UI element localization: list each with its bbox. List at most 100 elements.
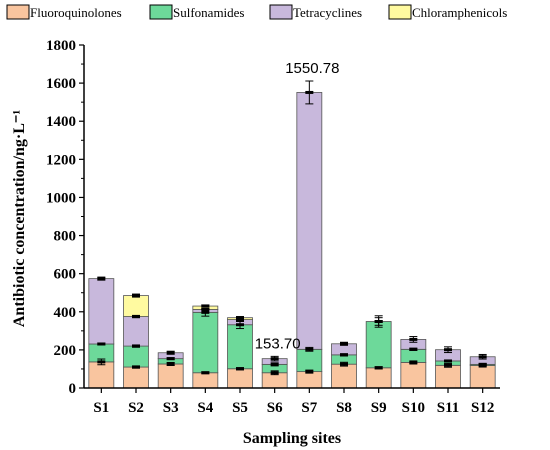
errbar-S2-2 — [132, 314, 140, 319]
bar-S7-0 — [296, 371, 323, 389]
errbar-mean — [340, 353, 348, 357]
errbar-mean — [201, 307, 210, 311]
bar-S5-1 — [227, 324, 253, 370]
x-tick-label: S1 — [93, 400, 109, 416]
errbar-S2-1 — [132, 344, 140, 348]
errbar-S4-0 — [201, 371, 210, 375]
bar-S12-0 — [469, 365, 496, 389]
errbar-S5-3 — [236, 316, 244, 320]
errbar-mean — [236, 323, 244, 327]
y-tick-label: 400 — [54, 305, 77, 321]
errbar-mean — [236, 367, 244, 371]
legend-swatch-1 — [149, 4, 173, 20]
legend-swatch-0 — [6, 4, 30, 20]
legend-swatch-2 — [269, 4, 293, 20]
errbar-S10-1 — [409, 347, 418, 351]
errbar-mean — [340, 362, 348, 366]
y-tick-label: 200 — [54, 343, 77, 359]
bar-S7-1 — [296, 348, 323, 373]
errbar-mean — [132, 294, 140, 298]
errbar-mean — [132, 315, 140, 319]
errbar-mean — [236, 318, 244, 322]
errbar-mean — [166, 362, 175, 366]
x-tick-label: S11 — [437, 400, 460, 416]
errbar-S3-1 — [166, 357, 175, 361]
errbar-S3-0 — [166, 361, 175, 367]
errbar-S6-0 — [270, 370, 279, 376]
errbar-S7-2 — [305, 80, 314, 105]
x-axis-title: Sampling sites — [243, 430, 341, 447]
errbar-S6-2 — [270, 355, 279, 362]
y-tick-label: 0 — [69, 381, 77, 397]
x-tick-label: S8 — [336, 400, 352, 416]
errbar-S11-2 — [444, 346, 452, 354]
bar-S9-1 — [365, 321, 392, 369]
errbar-mean — [97, 342, 106, 346]
errbar-mean — [201, 304, 210, 308]
errbar-mean — [132, 344, 140, 348]
y-tick-label: 600 — [54, 267, 77, 283]
errbar-mean — [444, 348, 452, 352]
errbar-S10-0 — [409, 360, 418, 365]
x-tick-label: S7 — [301, 400, 317, 416]
errbar-S11-0 — [444, 362, 452, 368]
errbar-S6-1 — [270, 362, 279, 367]
errbar-S4-2 — [201, 307, 210, 311]
errbar-mean — [340, 342, 348, 346]
y-tick-label: 800 — [54, 229, 77, 245]
errbar-S4-3 — [201, 304, 210, 308]
y-axis-title: Antibiotic concentration/ng·L⁻¹ — [11, 110, 28, 327]
bars — [88, 92, 496, 389]
errbar-mean — [409, 337, 418, 341]
errbar-mean — [374, 366, 383, 370]
errbar-S7-1 — [305, 346, 314, 352]
bar-S10-0 — [400, 362, 427, 389]
legend-label-2: Tetracyclines — [293, 5, 362, 20]
bar-S8-0 — [331, 363, 357, 389]
bar-S2-2 — [123, 316, 149, 347]
errbar-mean — [166, 351, 175, 355]
errbar-S5-0 — [236, 367, 244, 371]
bar-S2-3 — [123, 295, 149, 317]
y-tick-label: 1600 — [46, 76, 76, 92]
bar-S7-2 — [296, 92, 323, 350]
errbar-S12-1 — [478, 362, 487, 366]
errbar-S8-0 — [340, 361, 348, 367]
errbar-S1-2 — [97, 276, 106, 281]
errbar-S7-0 — [305, 369, 314, 374]
errbar-mean — [444, 363, 452, 367]
errbar-S11-1 — [444, 359, 452, 363]
errbar-mean — [478, 362, 487, 366]
error-bars — [97, 80, 487, 376]
x-tick-label: S3 — [163, 400, 179, 416]
errbar-mean — [305, 90, 314, 94]
errbar-mean — [201, 310, 210, 314]
legend-swatch-3 — [388, 4, 412, 20]
data-label-S6: 153.70 — [255, 335, 301, 352]
bar-S4-0 — [192, 372, 219, 389]
x-tick-label: S4 — [197, 400, 213, 416]
bar-S5-0 — [227, 368, 253, 389]
bar-S3-0 — [157, 363, 184, 389]
errbar-mean — [409, 360, 418, 364]
legend: Fluoroquinolones Sulfonamides Tetracycline… — [6, 4, 507, 20]
errbar-S12-2 — [478, 353, 487, 360]
errbar-S9-0 — [374, 366, 383, 370]
errbar-mean — [409, 347, 418, 351]
x-tick-label: S5 — [232, 400, 248, 416]
errbar-mean — [270, 357, 279, 361]
legend-label-1: Sulfonamides — [173, 5, 245, 20]
bar-S1-2 — [88, 278, 115, 345]
bar-S1-0 — [88, 361, 115, 389]
x-tick-label: S12 — [471, 400, 494, 416]
errbar-S9-3 — [374, 315, 383, 328]
y-tick-label: 1200 — [46, 152, 76, 168]
bar-S11-0 — [435, 364, 461, 389]
legend-label-3: Chloramphenicols — [412, 5, 507, 20]
x-tick-label: S6 — [267, 400, 283, 416]
errbar-mean — [270, 362, 279, 366]
errbar-mean — [97, 277, 106, 281]
x-tick-label: S9 — [371, 400, 387, 416]
errbar-S3-2 — [166, 350, 175, 355]
